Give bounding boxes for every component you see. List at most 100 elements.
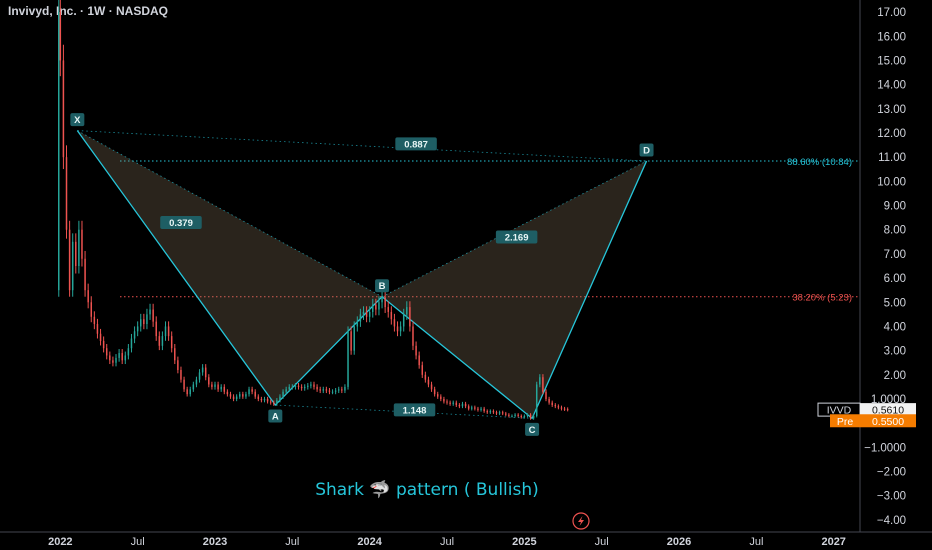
candle-body [90, 302, 93, 317]
candle-body [523, 415, 526, 418]
candle-body [353, 326, 355, 351]
candle-body [415, 345, 417, 356]
candle-body [446, 401, 448, 403]
x-tick-label: Jul [595, 536, 609, 548]
candle-body [118, 353, 120, 358]
pattern-point-label: B [379, 281, 386, 292]
candle-body [566, 409, 569, 411]
candle-body [96, 324, 99, 334]
pattern-ratio-badge [160, 215, 202, 229]
candle-body [201, 367, 204, 373]
candle-body [551, 402, 553, 406]
candle-body [427, 379, 430, 385]
candle-body [84, 258, 86, 291]
candle-body [65, 157, 68, 230]
candle-body [375, 304, 377, 310]
candle-body [350, 331, 352, 351]
candle-body [548, 399, 550, 403]
lightning-icon[interactable] [572, 512, 590, 530]
candle-body [198, 372, 201, 380]
candle-body [467, 406, 470, 409]
candle-body [288, 386, 290, 390]
x-tick-label: 2023 [203, 536, 227, 548]
candle-body [112, 360, 114, 363]
candle-body [211, 384, 213, 387]
x-tick-label: Jul [749, 536, 763, 548]
candle-body [563, 408, 566, 410]
pattern-ratio-label: 0.887 [404, 139, 428, 150]
candle-body [99, 333, 102, 341]
candle-body [508, 414, 510, 416]
candle-body [356, 321, 359, 327]
candle-body [378, 302, 380, 310]
candle-body [421, 365, 424, 375]
y-tick-label: 5.00 [884, 297, 906, 309]
candle-body [102, 340, 105, 349]
candle-body [143, 319, 145, 325]
candle-body [365, 311, 368, 317]
pattern-point-badge [70, 113, 85, 127]
y-tick-label: 12.00 [877, 128, 906, 140]
candle-body [542, 377, 544, 392]
pattern-point-badge [525, 422, 540, 436]
candle-body [539, 377, 541, 385]
y-tick-label: 15.00 [877, 55, 906, 67]
pattern-fill-bcd [382, 161, 647, 419]
candle-body [396, 326, 399, 332]
candle-body [334, 390, 337, 392]
x-tick-label: Jul [285, 536, 299, 548]
candle-body [177, 360, 179, 370]
candle-body [245, 394, 247, 397]
pattern-ratio-line [77, 130, 383, 298]
y-tick-label: 3.00 [884, 346, 906, 358]
candle-body [242, 394, 244, 397]
candle-body [183, 379, 185, 390]
candle-body [362, 311, 365, 315]
candle-body [471, 407, 473, 409]
candle-body [130, 338, 133, 349]
candle-body [440, 396, 442, 399]
candle-body [489, 411, 492, 413]
pattern-point-badge [375, 279, 390, 293]
candle-body [58, 12, 60, 291]
premarket-tag-name: Pre [837, 416, 854, 428]
candle-body [347, 331, 349, 387]
candle-body [535, 384, 538, 416]
candle-body [59, 12, 62, 61]
y-tick-label: −3.00 [877, 491, 906, 503]
x-tick-label: 2025 [512, 536, 536, 548]
candle-body [387, 307, 389, 312]
candle-body [341, 389, 343, 391]
candle-body [319, 389, 321, 391]
candle-body [78, 229, 80, 266]
candle-body [62, 60, 65, 158]
candle-body [532, 415, 535, 419]
pattern-point-label: C [529, 425, 536, 436]
candle-body [449, 402, 451, 404]
x-tick-label: 2027 [821, 536, 845, 548]
candle-body [164, 326, 167, 337]
candle-body [406, 307, 408, 315]
candle-body [337, 389, 340, 391]
pattern-point-label: A [272, 412, 279, 423]
candle-body [87, 290, 89, 303]
candle-body [477, 408, 479, 410]
candle-body [152, 309, 154, 322]
y-tick-label: 11.00 [878, 152, 906, 164]
candle-body [208, 377, 210, 385]
candle-body [155, 321, 157, 337]
chart-title: Shark 🦈 pattern ( Bullish) [315, 479, 539, 500]
candle-body [393, 319, 396, 327]
candle-body [186, 389, 188, 395]
candle-body [381, 297, 383, 303]
x-tick-label: 2022 [48, 536, 72, 548]
candle-body [136, 326, 139, 332]
candle-body [263, 399, 266, 401]
x-tick-label: 2026 [667, 536, 691, 548]
candle-body [75, 241, 77, 266]
candle-body [189, 389, 192, 395]
candle-body [307, 385, 309, 387]
pattern-point-badge [268, 409, 283, 423]
candle-body [303, 386, 306, 389]
